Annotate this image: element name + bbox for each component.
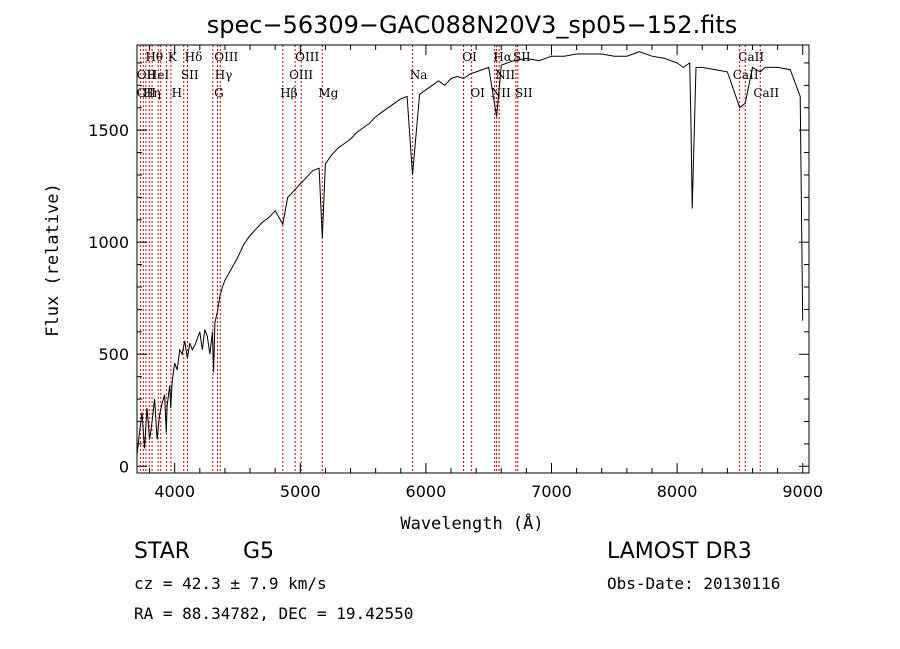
x-axis-ticks: 4000 5000 6000 7000 8000 9000 — [149, 45, 823, 501]
line-label: CaII — [738, 50, 764, 64]
coordinates: RA = 88.34782, DEC = 19.42550 — [134, 604, 414, 623]
line-label: OI — [462, 50, 477, 64]
line-label: OI — [470, 86, 485, 100]
x-tick-label: 8000 — [657, 482, 698, 501]
line-label: H — [172, 86, 182, 100]
object-subclass: G5 — [243, 539, 275, 564]
line-label: OII — [137, 86, 157, 100]
line-label: Hα — [493, 50, 512, 64]
y-axis-label: Flux (relative) — [43, 183, 63, 337]
line-label: Mg — [318, 86, 338, 100]
line-label: SII — [181, 68, 199, 82]
line-label: G — [214, 86, 224, 100]
x-tick-label: 9000 — [782, 482, 823, 501]
line-label: OII — [137, 68, 157, 82]
line-label: NII — [491, 86, 511, 100]
x-axis-label: Wavelength (Å) — [400, 512, 543, 534]
spectrum-line — [136, 51, 804, 456]
line-label: CaII — [753, 86, 779, 100]
survey-name: LAMOST DR3 — [607, 539, 752, 564]
x-tick-label: 6000 — [406, 482, 447, 501]
line-label: Hθ — [145, 50, 163, 64]
x-tick-label: 7000 — [531, 482, 572, 501]
line-markers — [139, 45, 761, 473]
line-label: Hη — [143, 86, 161, 100]
line-label: SII — [513, 50, 531, 64]
line-label: CaII — [733, 68, 759, 82]
line-label: NII — [495, 68, 515, 82]
line-label: OIII — [295, 50, 319, 64]
plot-frame — [136, 44, 810, 474]
y-axis-ticks: 0 500 1000 1500 — [88, 62, 809, 476]
line-label: Hγ — [215, 68, 233, 82]
y-tick-label: 1000 — [88, 233, 129, 252]
line-label: Na — [410, 68, 428, 82]
line-label: HeI — [147, 68, 170, 82]
object-class: STAR — [134, 539, 191, 564]
obs-date: Obs-Date: 20130116 — [607, 574, 781, 593]
line-label: K — [168, 50, 178, 64]
line-label: Hβ — [280, 86, 297, 100]
y-tick-label: 0 — [119, 457, 129, 476]
line-label: Hδ — [185, 50, 203, 64]
x-tick-label: 5000 — [280, 482, 321, 501]
line-label: OIII — [289, 68, 313, 82]
line-label: SII — [515, 86, 533, 100]
chart-title: spec−56309−GAC088N20V3_sp05−152.fits — [207, 11, 737, 39]
y-tick-label: 500 — [98, 345, 129, 364]
y-tick-label: 1500 — [88, 121, 129, 140]
line-label: OIII — [214, 50, 238, 64]
x-tick-label: 4000 — [154, 482, 195, 501]
redshift-text: cz = 42.3 ± 7.9 km/s — [134, 574, 327, 593]
